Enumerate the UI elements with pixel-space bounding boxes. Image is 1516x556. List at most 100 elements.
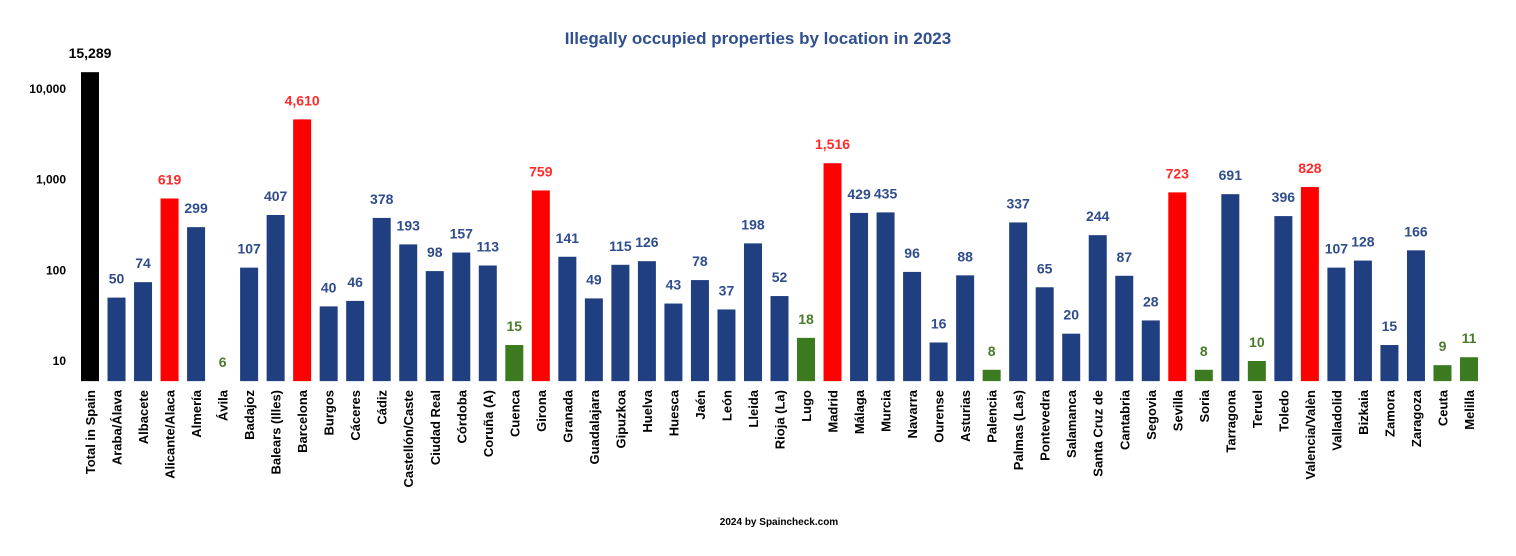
bar bbox=[584, 298, 603, 382]
category-label: Palencia bbox=[985, 389, 1000, 443]
category-label: Badajoz bbox=[242, 390, 257, 440]
category-label: Zamora bbox=[1382, 389, 1397, 437]
bar bbox=[1088, 235, 1107, 382]
value-label: 407 bbox=[264, 188, 288, 204]
bar bbox=[1353, 260, 1372, 382]
bar bbox=[664, 303, 683, 382]
value-label: 691 bbox=[1219, 167, 1243, 183]
category-label: Toledo bbox=[1276, 390, 1291, 432]
bar bbox=[399, 244, 418, 382]
bar bbox=[690, 280, 709, 382]
value-label: 88 bbox=[957, 248, 973, 264]
category-label: León bbox=[719, 390, 734, 421]
bar bbox=[346, 300, 365, 382]
bar bbox=[876, 212, 895, 382]
value-label: 126 bbox=[635, 234, 659, 250]
bar bbox=[1141, 320, 1160, 382]
value-label: 337 bbox=[1006, 195, 1030, 211]
value-label: 46 bbox=[347, 274, 363, 290]
value-label: 43 bbox=[666, 277, 682, 293]
category-label: Valencia/Valèn bbox=[1303, 390, 1318, 480]
category-label: Ciudad Real bbox=[428, 390, 443, 465]
bar bbox=[81, 72, 99, 382]
category-label: Barcelona bbox=[295, 389, 310, 453]
value-label: 74 bbox=[135, 255, 151, 271]
bar bbox=[293, 119, 312, 382]
category-label: Santa Cruz de bbox=[1091, 390, 1106, 477]
category-label: Sevilla bbox=[1170, 389, 1185, 431]
y-tick-label: 10,000 bbox=[29, 82, 66, 96]
category-label: Madrid bbox=[826, 390, 841, 433]
bar bbox=[823, 163, 842, 382]
value-label: 141 bbox=[556, 230, 580, 246]
category-label: Burgos bbox=[322, 390, 337, 436]
category-label: Valladolid bbox=[1329, 390, 1344, 451]
bar bbox=[531, 190, 550, 382]
bar bbox=[1406, 250, 1425, 382]
value-label: 50 bbox=[109, 271, 125, 287]
category-label: Segovia bbox=[1144, 389, 1159, 440]
y-tick-label: 100 bbox=[46, 263, 66, 277]
bar bbox=[1433, 365, 1452, 382]
value-label: 759 bbox=[529, 163, 553, 179]
value-label: 128 bbox=[1351, 234, 1375, 250]
category-label: Gipuzkoa bbox=[613, 389, 628, 448]
category-label: Lugo bbox=[799, 390, 814, 422]
bar bbox=[266, 215, 285, 382]
value-label: 10 bbox=[1249, 334, 1265, 350]
category-label: Lleida bbox=[746, 389, 761, 427]
bar bbox=[929, 342, 948, 382]
value-label: 435 bbox=[874, 185, 898, 201]
bar bbox=[107, 297, 126, 382]
category-label: Huelva bbox=[640, 389, 655, 432]
value-label: 619 bbox=[158, 171, 182, 187]
category-label: Jaén bbox=[693, 390, 708, 420]
value-label: 15 bbox=[507, 318, 523, 334]
bar bbox=[372, 217, 391, 382]
category-label: Ávila bbox=[216, 389, 231, 421]
bar bbox=[1168, 192, 1187, 382]
value-label: 8 bbox=[988, 343, 996, 359]
value-label: 193 bbox=[397, 217, 421, 233]
value-label: 18 bbox=[798, 311, 814, 327]
category-label: Balears (Illes) bbox=[269, 390, 284, 475]
category-label: Huesca bbox=[666, 389, 681, 436]
category-label: Cádiz bbox=[375, 390, 390, 425]
value-label: 115 bbox=[609, 238, 632, 254]
chart-title: Illegally occupied properties by locatio… bbox=[565, 29, 951, 48]
category-label: Murcia bbox=[879, 389, 894, 432]
bar bbox=[240, 267, 259, 382]
category-label: Alicante/Alaca bbox=[163, 389, 178, 479]
bar bbox=[1327, 267, 1346, 382]
bar bbox=[1460, 357, 1478, 382]
bar bbox=[770, 296, 789, 382]
category-label: Teruel bbox=[1250, 390, 1265, 428]
category-label: Coruña (A) bbox=[481, 390, 496, 457]
category-label: Salamanca bbox=[1064, 389, 1079, 458]
bar bbox=[319, 306, 338, 382]
value-label: 198 bbox=[741, 216, 765, 232]
bar bbox=[1380, 345, 1399, 382]
bar bbox=[425, 271, 444, 382]
value-label: 52 bbox=[772, 269, 788, 285]
category-label: Girona bbox=[534, 389, 549, 432]
value-label: 15,289 bbox=[69, 45, 112, 61]
value-label: 6 bbox=[219, 354, 227, 370]
value-label: 723 bbox=[1166, 165, 1190, 181]
category-label: Melilla bbox=[1462, 389, 1477, 430]
category-label: Soria bbox=[1197, 389, 1212, 422]
category-label: Cuenca bbox=[507, 389, 522, 437]
bar bbox=[982, 369, 1001, 382]
value-label: 107 bbox=[237, 241, 261, 257]
y-tick-label: 1,000 bbox=[36, 173, 66, 187]
value-label: 37 bbox=[719, 282, 735, 298]
category-label: Cantabria bbox=[1117, 389, 1132, 450]
value-label: 15 bbox=[1382, 318, 1398, 334]
bar bbox=[187, 227, 206, 382]
value-label: 4,610 bbox=[285, 92, 320, 108]
category-label: Granada bbox=[560, 389, 575, 443]
value-label: 8 bbox=[1200, 343, 1208, 359]
value-label: 299 bbox=[184, 200, 208, 216]
value-label: 40 bbox=[321, 279, 337, 295]
bar bbox=[1300, 187, 1319, 382]
